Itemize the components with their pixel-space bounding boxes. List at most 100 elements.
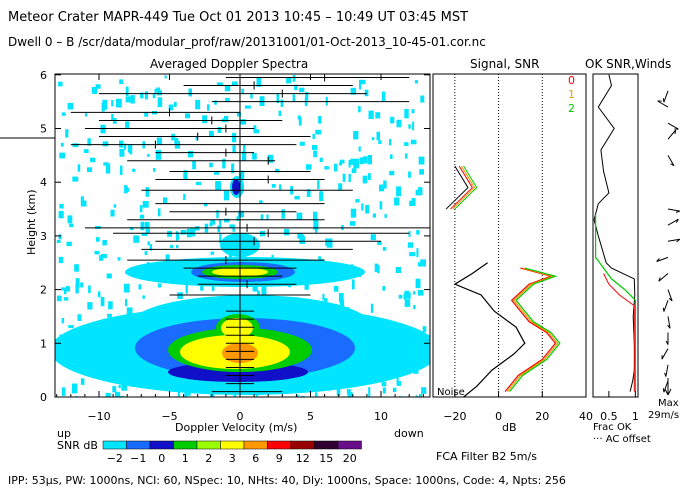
noise-fleck — [351, 168, 357, 174]
noise-fleck — [348, 160, 351, 168]
noise-fleck — [318, 116, 322, 124]
noise-fleck — [384, 213, 387, 218]
noise-fleck — [99, 255, 104, 261]
colorbar-tick-label: 3 — [229, 452, 236, 465]
snr-colorbar: −2 −1 0 1 2 3 6 9 12 15 20 — [102, 440, 362, 465]
max-label: Max — [658, 398, 679, 409]
noise-fleck — [242, 151, 246, 157]
noise-fleck — [183, 170, 188, 179]
noise-fleck — [87, 167, 93, 173]
noise-fleck — [139, 214, 145, 219]
noise-fleck — [358, 106, 361, 113]
snr-panel: −20 0 20 40 012 — [432, 73, 593, 423]
noise-fleck — [411, 198, 416, 206]
noise-fleck — [121, 380, 128, 391]
noise-fleck — [371, 137, 375, 141]
max-arrow-head — [664, 388, 669, 396]
noise-fleck — [394, 197, 400, 206]
noise-fleck — [296, 212, 303, 220]
noise-fleck — [190, 227, 196, 237]
noise-fleck — [68, 325, 74, 329]
noise-fleck — [280, 99, 284, 107]
spectra-y-axis: 0 1 2 3 4 5 6 — [40, 69, 430, 404]
noise-fleck — [202, 115, 207, 124]
snr-upper-echo — [450, 165, 473, 210]
snr-xlabel: dB — [502, 421, 517, 434]
noise-fleck — [409, 200, 413, 206]
noise-fleck — [114, 391, 121, 397]
noise-fleck — [147, 241, 150, 246]
noise-fleck — [375, 112, 381, 119]
spectra-panel: −10 −5 0 5 10 0 1 2 3 4 5 6 — [0, 69, 431, 423]
y-tick-label: 4 — [40, 176, 47, 189]
noise-fleck — [224, 115, 229, 123]
noise-fleck — [298, 116, 302, 126]
noise-fleck — [294, 84, 298, 91]
noise-fleck — [85, 113, 88, 117]
noise-fleck — [207, 104, 210, 111]
spectra-xlabel: Doppler Velocity (m/s) — [175, 421, 298, 434]
wind-arrow — [658, 273, 669, 282]
wind-arrow-head — [670, 163, 675, 167]
noise-fleck — [358, 146, 361, 152]
noise-fleck — [63, 297, 69, 301]
noise-fleck — [195, 135, 198, 141]
noise-fleck — [162, 197, 168, 204]
snr-lines — [445, 165, 561, 398]
noise-fleck — [292, 75, 296, 82]
snr-line-2 — [509, 267, 561, 392]
noise-fleck — [396, 186, 402, 197]
noise-fleck — [408, 124, 411, 129]
snr-x-tick-label: 0 — [495, 410, 502, 423]
noise-fleck — [313, 211, 318, 221]
noise-fleck — [315, 392, 318, 397]
noise-fleck — [389, 139, 392, 146]
noise-fleck — [105, 392, 111, 397]
noise-fleck — [417, 289, 424, 296]
snr-legend-1: 1 — [568, 88, 575, 101]
noise-fleck — [353, 158, 359, 169]
noise-fleck — [195, 226, 200, 231]
colorbar-label: SNR dB — [57, 439, 98, 452]
noise-fleck — [125, 299, 128, 307]
noise-fleck — [395, 267, 401, 273]
snr-x-tick-label: 40 — [579, 410, 593, 423]
noise-fleck — [294, 195, 300, 200]
echo-upper-blue — [232, 179, 240, 195]
wind-arrows — [656, 90, 681, 396]
noise-fleck — [144, 112, 149, 117]
wind-arrow — [657, 100, 669, 108]
colorbar-swatch — [290, 440, 315, 450]
noise-fleck — [284, 228, 290, 236]
noise-fleck — [154, 88, 157, 95]
noise-fleck — [167, 230, 172, 237]
noise-fleck — [145, 228, 150, 234]
noise-fleck — [127, 145, 132, 153]
noise-fleck — [111, 100, 114, 107]
noise-fleck — [139, 205, 143, 213]
noise-fleck — [296, 394, 299, 397]
snr-x-tick-label: 20 — [535, 410, 549, 423]
noise-fleck — [228, 255, 233, 259]
noise-fleck — [65, 286, 71, 292]
noise-fleck — [119, 140, 124, 148]
noise-fleck — [175, 245, 179, 249]
noise-fleck — [346, 389, 351, 395]
noise-fleck — [116, 98, 122, 108]
noise-fleck — [209, 162, 213, 168]
x-tick-label: 0 — [237, 410, 244, 423]
noise-fleck — [334, 163, 338, 172]
noise-fleck — [58, 256, 63, 264]
wind-arrow — [661, 348, 669, 360]
noise-fleck — [203, 202, 208, 207]
spectra-heatmap — [55, 75, 430, 397]
noise-fleck — [119, 148, 125, 157]
noise-fleck — [419, 394, 422, 397]
noise-fleck — [67, 102, 74, 110]
noise-fleck — [390, 154, 393, 159]
noise-fleck — [106, 273, 112, 279]
noise-fleck — [80, 196, 84, 206]
noise-fleck — [266, 214, 269, 221]
noise-fleck — [271, 184, 276, 188]
noise-fleck — [276, 396, 280, 397]
